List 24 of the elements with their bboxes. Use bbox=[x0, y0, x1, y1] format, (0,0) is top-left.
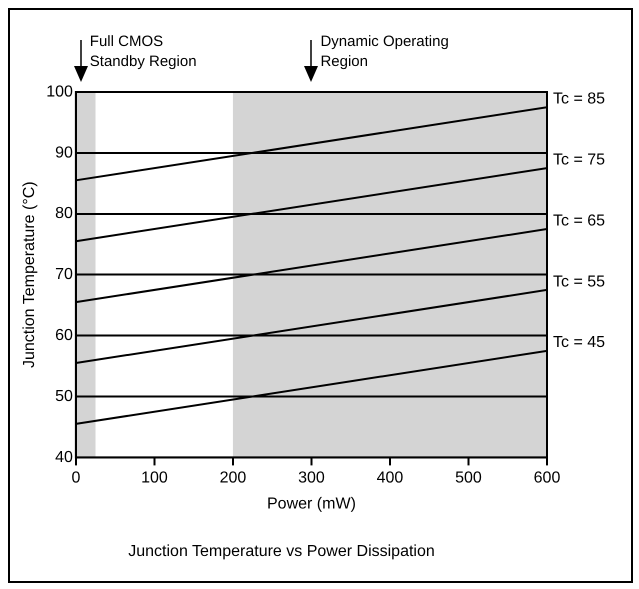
series-label: Tc = 75 bbox=[553, 152, 606, 169]
y-tick-label: 90 bbox=[55, 144, 73, 162]
y-tick-label: 50 bbox=[55, 388, 73, 405]
x-tick-label: 300 bbox=[298, 469, 325, 486]
x-tick-label: 0 bbox=[71, 469, 80, 486]
text: Full CMOS Standby Region bbox=[90, 32, 198, 72]
y-tick-label: 80 bbox=[55, 205, 73, 222]
x-tick-label: 600 bbox=[534, 469, 560, 486]
x-axis-title: Power (mW) bbox=[267, 496, 356, 513]
x-tick-label: 400 bbox=[376, 469, 404, 486]
y-tick-label: 40 bbox=[55, 448, 73, 466]
x-tick-label: 100 bbox=[141, 469, 168, 486]
y-axis-title: Junction Temperature (°C) bbox=[21, 181, 38, 368]
x-tick-label: 500 bbox=[455, 469, 482, 486]
y-tick-label: 100 bbox=[46, 83, 73, 100]
series-label: Tc = 85 bbox=[553, 90, 606, 108]
series-label: Tc = 65 bbox=[553, 212, 606, 230]
series-label: Tc = 55 bbox=[553, 273, 606, 290]
series-label: Tc = 45 bbox=[553, 334, 606, 352]
y-tick-label: 70 bbox=[55, 266, 73, 284]
text: Dynamic Operating Region bbox=[320, 32, 450, 72]
text: Junction Temperature vs Power Dissipation bbox=[128, 542, 435, 560]
x-tick-label: 200 bbox=[220, 469, 246, 486]
y-tick-label: 60 bbox=[55, 327, 73, 344]
